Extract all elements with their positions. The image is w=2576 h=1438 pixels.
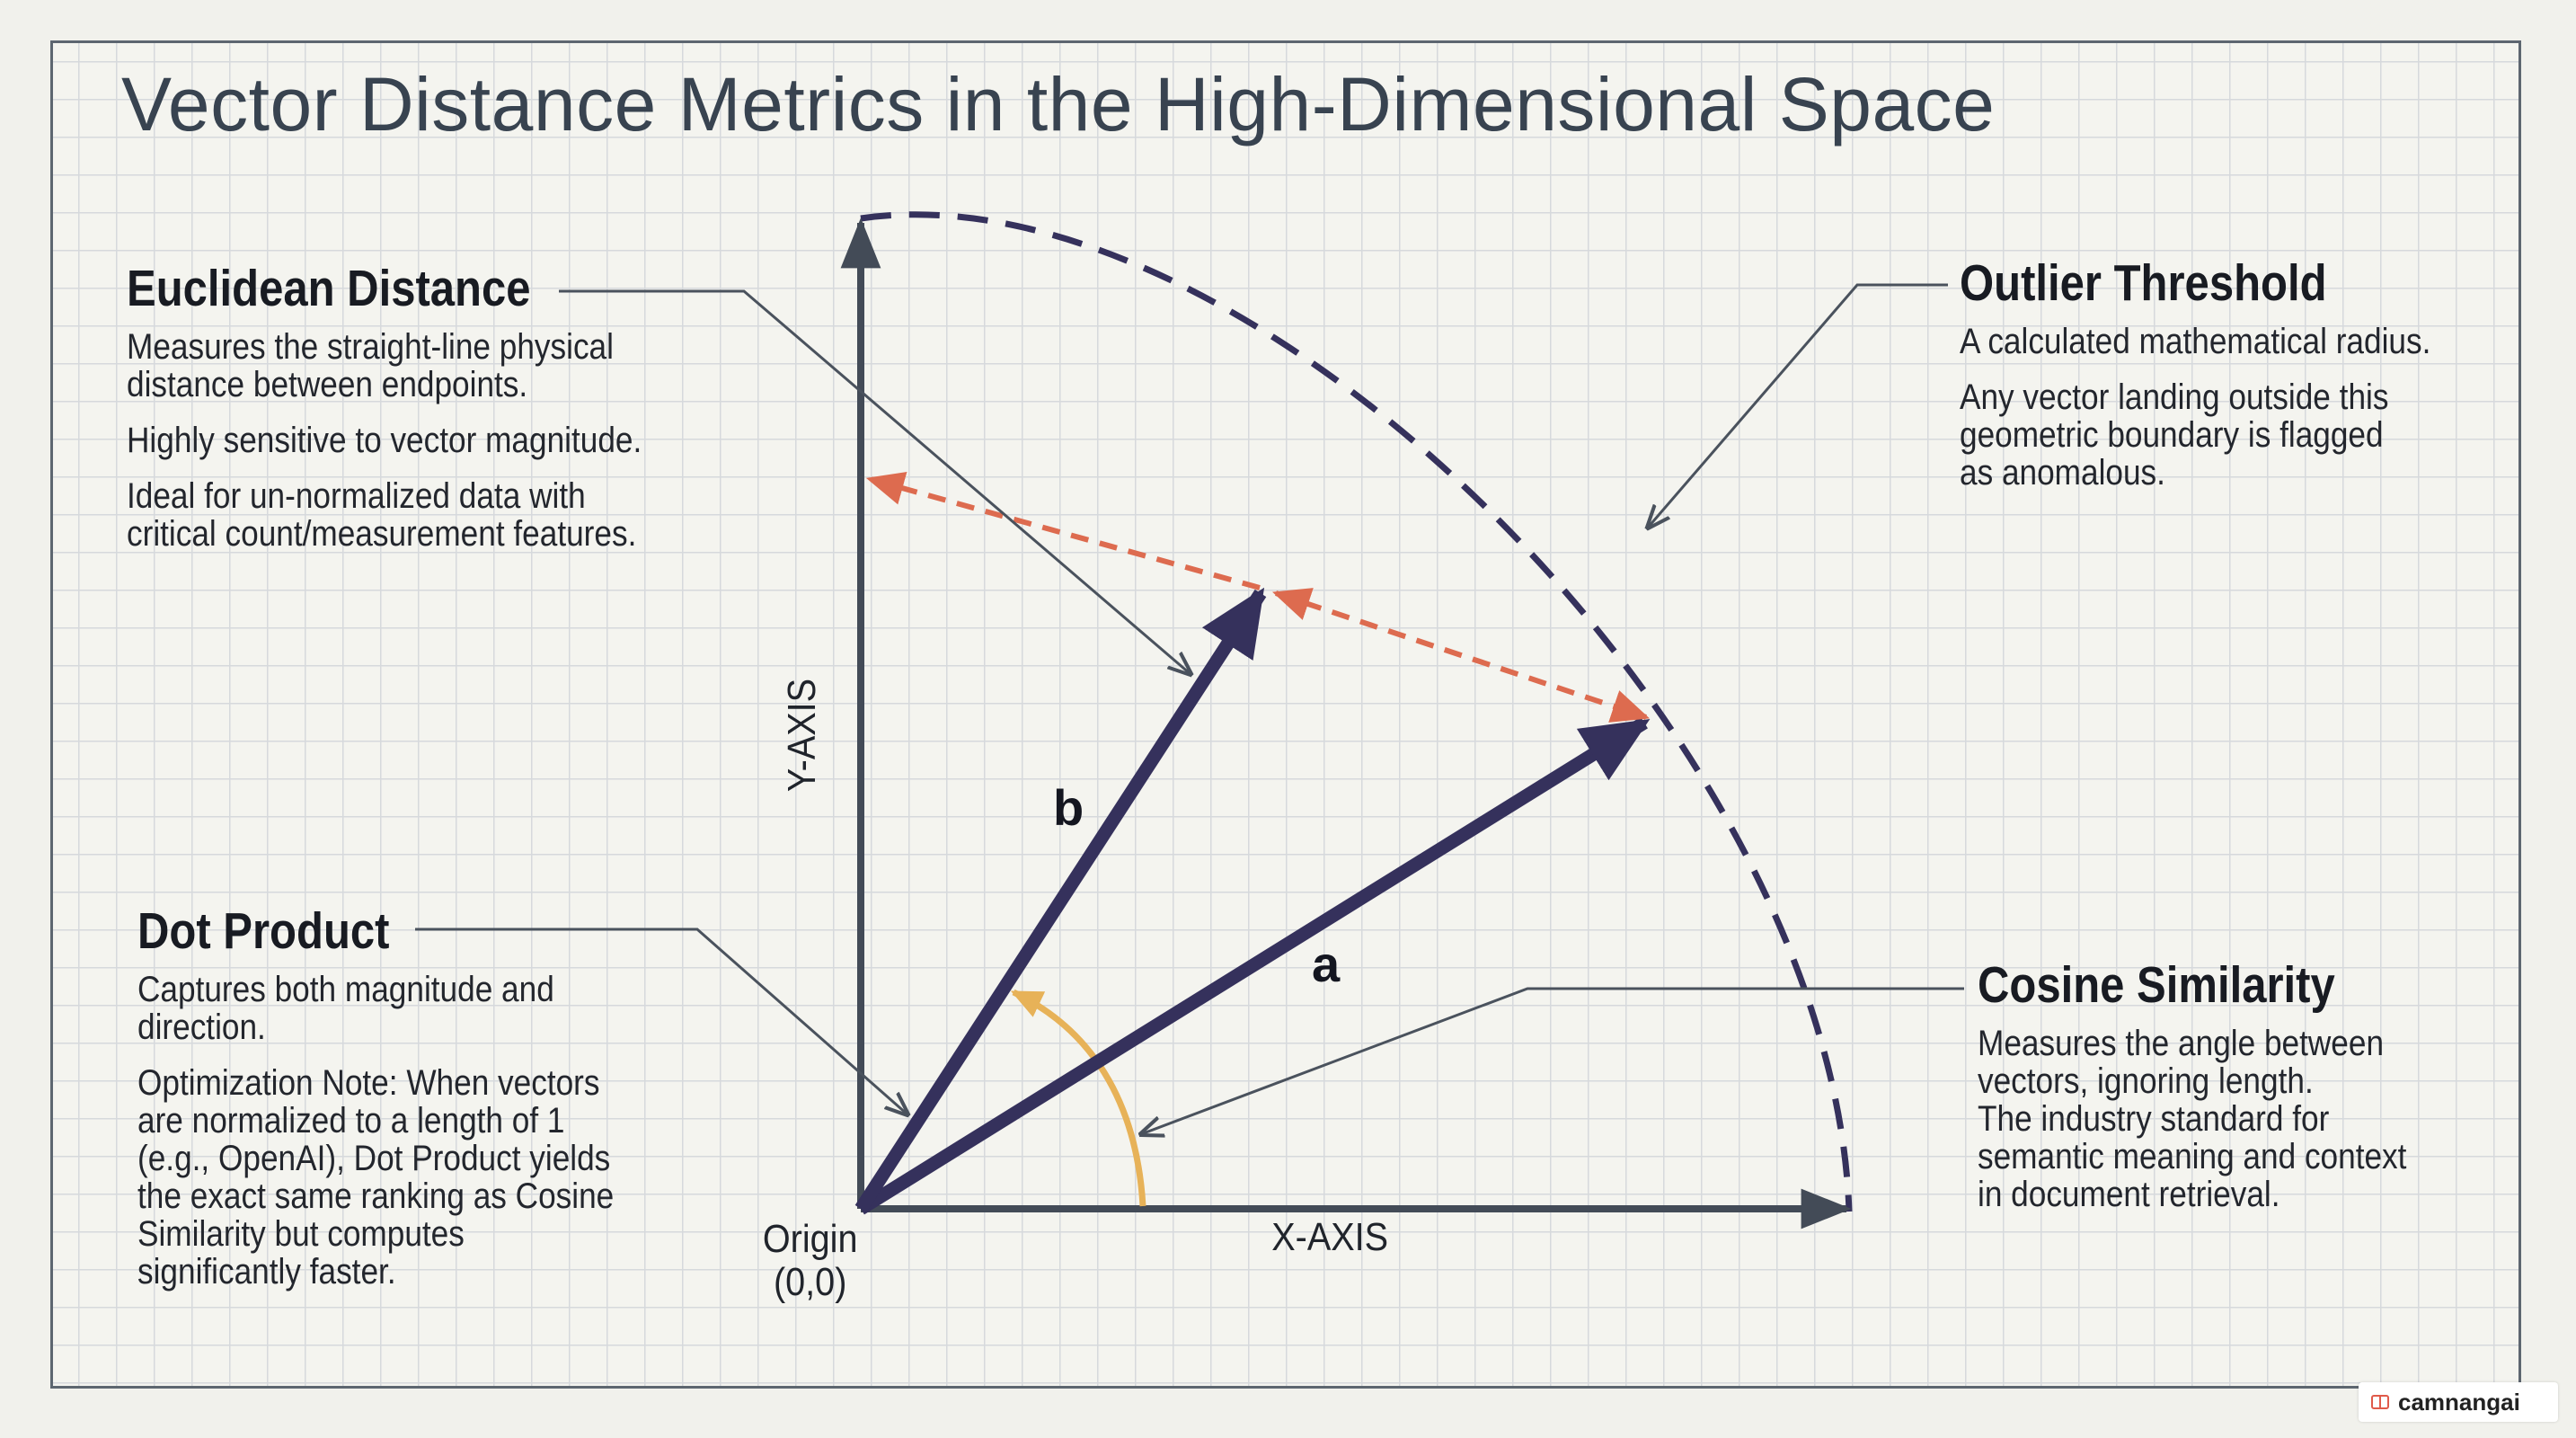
y-axis-label: Y-AXIS	[780, 678, 824, 793]
cosine-leader-line	[1141, 987, 1964, 1134]
angle-arc	[1010, 989, 1146, 1207]
outlier-leader-line	[1648, 283, 1948, 528]
page-title: Vector Distance Metrics in the High-Dime…	[121, 62, 1996, 146]
cosine-similarity-heading: Cosine Similarity	[1978, 956, 2335, 1014]
x-axis-label: X-AXIS	[1271, 1215, 1389, 1259]
watermark-badge: camnangai	[2359, 1382, 2558, 1422]
watermark-text: camnangai	[2398, 1388, 2520, 1416]
outlier-threshold-callout: Outlier Threshold A calculated mathemati…	[1960, 255, 2495, 492]
dot-product-callout: Dot Product Captures both magnitude and …	[137, 903, 679, 1291]
book-icon	[2371, 1395, 2389, 1409]
outlier-threshold-text: A calculated mathematical radius.	[1960, 321, 2431, 361]
outlier-boundary-arc	[860, 211, 1853, 1212]
euclidean-leader-line	[559, 289, 1191, 674]
dot-product-text: Optimization Note: When vectors are norm…	[137, 1062, 615, 1292]
vector-a-label: a	[1312, 936, 1341, 992]
vector-b-label: b	[1053, 779, 1084, 836]
euclidean-distance-text: Ideal for un-normalized data with critic…	[127, 475, 637, 554]
origin-label: Origin (0,0)	[762, 1217, 858, 1304]
dot-product-text: Captures both magnitude and direction.	[137, 969, 554, 1047]
projected-distance-line	[865, 471, 1261, 590]
outlier-threshold-heading: Outlier Threshold	[1960, 254, 2327, 312]
vector-a	[857, 716, 1651, 1215]
outlier-threshold-text: Any vector landing outside this geometri…	[1960, 377, 2389, 493]
cosine-similarity-callout: Cosine Similarity Measures the angle bet…	[1978, 957, 2465, 1213]
dot-product-leader-line	[415, 928, 907, 1114]
dot-product-heading: Dot Product	[137, 902, 390, 960]
euclidean-distance-callout: Euclidean Distance Measures the straight…	[127, 261, 712, 553]
cosine-similarity-text: The industry standard for semantic meani…	[1978, 1098, 2407, 1214]
euclidean-distance-text: Highly sensitive to vector magnitude.	[127, 420, 642, 460]
euclidean-distance-text: Measures the straight-line physical dist…	[127, 326, 614, 404]
vector-b	[854, 587, 1267, 1213]
euclidean-distance-line	[1272, 588, 1650, 723]
cosine-similarity-text: Measures the angle between vectors, igno…	[1978, 1023, 2385, 1101]
euclidean-distance-heading: Euclidean Distance	[127, 260, 531, 317]
